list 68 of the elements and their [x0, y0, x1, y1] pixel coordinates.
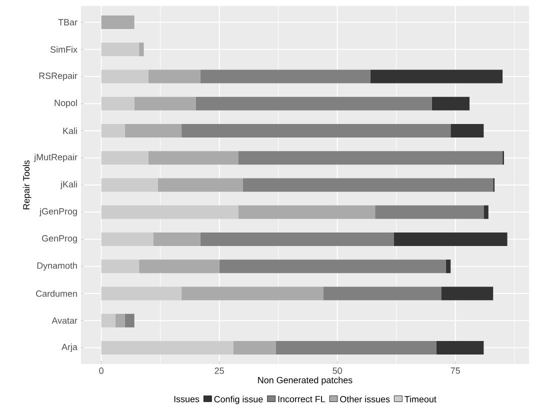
- bar: [436, 340, 484, 355]
- bar: [182, 124, 451, 138]
- bar: [370, 70, 503, 84]
- bar: [200, 70, 370, 84]
- bar: [139, 42, 144, 56]
- x-tick-label: 0: [99, 368, 104, 374]
- y-tick-label: jGenProg: [39, 208, 77, 216]
- bar: [375, 205, 484, 219]
- bar: [124, 314, 134, 328]
- bar: [101, 124, 125, 138]
- bar: [101, 286, 182, 300]
- bar: [394, 232, 508, 246]
- bar: [432, 96, 470, 110]
- y-tick-label: Arja: [62, 344, 78, 352]
- bar: [323, 286, 442, 300]
- bar: [219, 260, 446, 274]
- bar: [101, 340, 234, 355]
- bar: [238, 205, 376, 219]
- bar: [101, 232, 154, 246]
- bar: [101, 70, 149, 84]
- y-tick-label: Nopol: [54, 99, 77, 108]
- legend-label: Other issues: [340, 396, 390, 402]
- bar: [182, 286, 324, 300]
- bar: [101, 260, 140, 274]
- y-tick-label: Dynamoth: [37, 262, 77, 271]
- bar: [196, 96, 432, 110]
- bar: [484, 205, 488, 219]
- y-tick-label: Kali: [63, 127, 77, 134]
- bar: [200, 232, 394, 246]
- bar: [276, 340, 436, 355]
- y-tick-label: jKali: [60, 180, 77, 190]
- bar: [158, 178, 243, 192]
- bar: [441, 286, 494, 300]
- legend-label: Incorrect FL: [278, 396, 326, 402]
- bar: [101, 96, 134, 110]
- bar: [101, 178, 158, 192]
- y-tick-label: SimFix: [50, 46, 78, 53]
- x-tick-label: 25: [214, 368, 224, 374]
- bar: [101, 205, 238, 219]
- legend-title: Issues: [174, 396, 200, 402]
- y-axis-title: Repair Tools: [22, 160, 32, 210]
- bar: [101, 314, 116, 328]
- legend-label: Config issue: [214, 396, 263, 404]
- y-tick-label: Cardumen: [36, 290, 77, 297]
- bar: [134, 96, 196, 110]
- legend-label: Timeout: [404, 396, 436, 402]
- x-tick-label: 50: [332, 368, 342, 374]
- x-tick-label: 75: [450, 368, 460, 374]
- y-tick-label: RSRepair: [39, 72, 78, 81]
- x-axis-title: Non Generated patches: [258, 376, 352, 386]
- bar: [101, 42, 140, 56]
- y-tick-label: GenProg: [42, 235, 77, 244]
- bar: [139, 260, 220, 274]
- bar: [148, 70, 200, 84]
- bar: [153, 232, 200, 246]
- y-tick-label: Avatar: [52, 317, 78, 324]
- bar: [238, 151, 503, 165]
- bar: [450, 124, 484, 138]
- bar: [115, 314, 125, 328]
- bar: [233, 340, 276, 355]
- bar: [124, 124, 182, 138]
- bar: [101, 15, 134, 30]
- bar: [242, 178, 494, 192]
- y-tick-label: jMutRepair: [34, 154, 78, 162]
- bar: [148, 151, 238, 165]
- y-tick-label: TBar: [58, 19, 78, 26]
- bar: [446, 260, 451, 274]
- bar: [101, 151, 149, 165]
